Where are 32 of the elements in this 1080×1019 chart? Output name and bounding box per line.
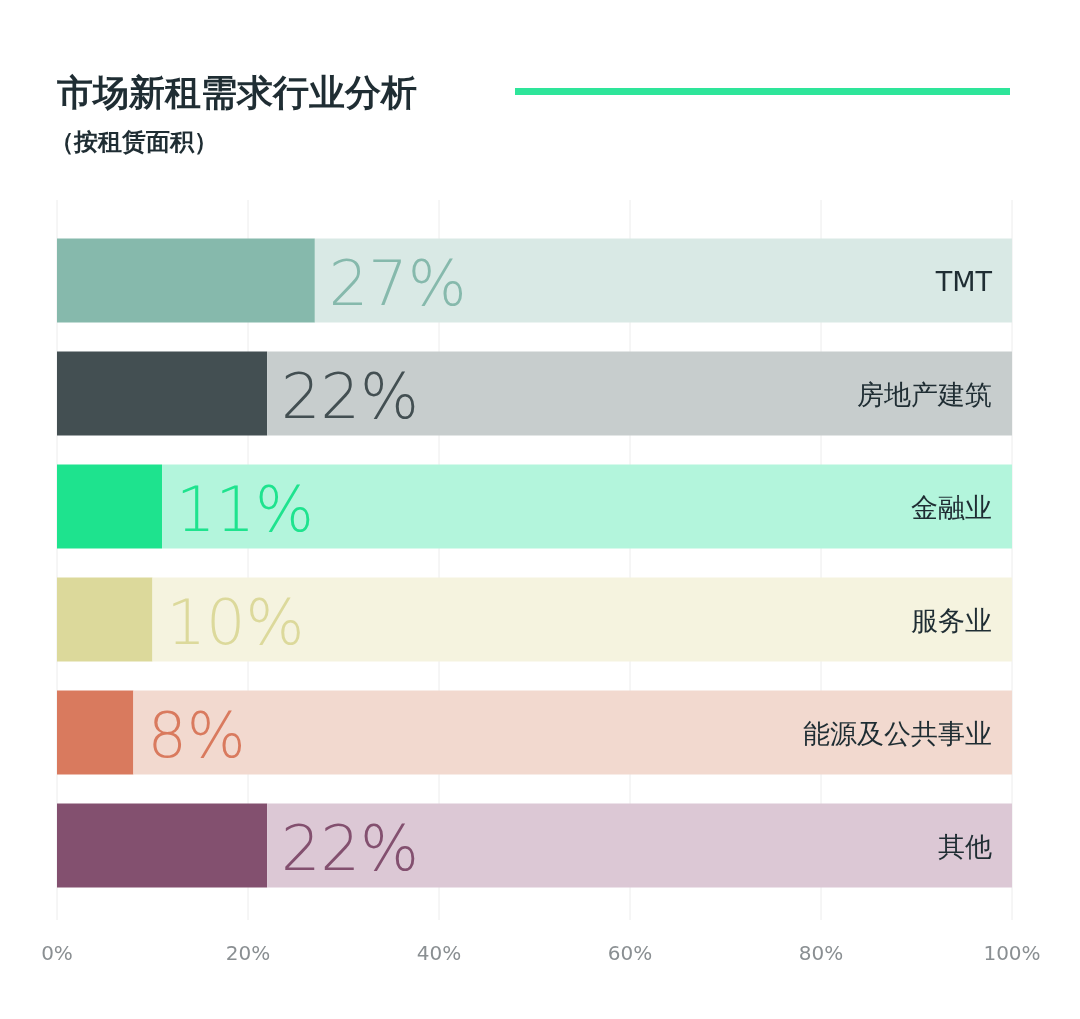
data-label: 11% xyxy=(176,472,314,546)
x-tick-label: 100% xyxy=(983,941,1041,965)
chart-subtitle: （按租赁面积） xyxy=(50,128,218,156)
y-tick-label: 房地产建筑 xyxy=(857,378,992,410)
bar xyxy=(57,464,163,549)
data-label: 10% xyxy=(166,585,305,659)
y-tick-label: 能源及公共事业 xyxy=(803,717,992,749)
bar xyxy=(133,690,1012,775)
bar xyxy=(57,351,268,436)
chart-title: 市场新租需求行业分析 xyxy=(57,72,417,113)
bar xyxy=(267,351,1012,436)
data-label: 22% xyxy=(281,811,419,885)
y-tick-label: 服务业 xyxy=(911,604,992,636)
bar xyxy=(162,464,1012,549)
data-label: 22% xyxy=(281,359,419,433)
bar xyxy=(267,803,1012,888)
y-tick-label: 其他 xyxy=(938,830,992,862)
bar xyxy=(57,803,268,888)
x-tick-label: 20% xyxy=(225,941,271,965)
data-label: 27% xyxy=(328,246,467,320)
y-tick-label: 金融业 xyxy=(911,491,992,523)
bar xyxy=(152,577,1012,662)
bar xyxy=(57,690,134,775)
bar xyxy=(57,238,315,323)
bar xyxy=(314,238,1012,323)
x-tick-label: 40% xyxy=(416,941,462,965)
x-tick-label: 80% xyxy=(798,941,844,965)
y-tick-label: TMT xyxy=(934,265,993,297)
x-tick-label: 60% xyxy=(607,941,653,965)
x-tick-label: 0% xyxy=(41,941,73,965)
bar xyxy=(57,577,153,662)
data-label: 8% xyxy=(147,698,246,772)
